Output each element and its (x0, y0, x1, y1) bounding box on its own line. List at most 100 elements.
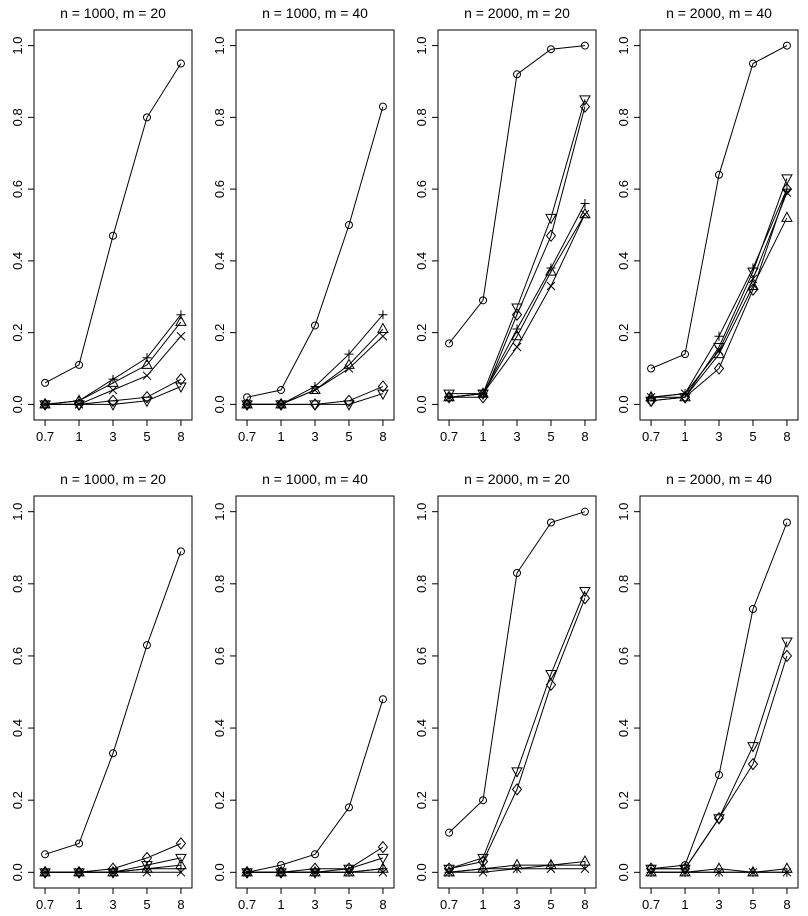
x-tick-label: 5 (345, 897, 352, 912)
data-point-plus (108, 374, 118, 384)
series-line (651, 192, 788, 398)
data-point-cross (378, 331, 388, 341)
data-point-cross (242, 867, 252, 877)
y-tick-label: 0.0 (212, 863, 227, 881)
y-tick-label: 0.0 (414, 863, 429, 881)
series-plus (646, 184, 792, 402)
series-triangle-down (645, 174, 793, 408)
data-point-cross (74, 867, 84, 877)
data-point-cross (714, 867, 724, 877)
data-point-diamond (377, 380, 389, 393)
y-tick-label: 0.4 (414, 252, 429, 270)
data-point-triangle-down (747, 742, 759, 753)
x-tick-label: 3 (311, 429, 318, 444)
data-point-triangle-down (141, 861, 153, 872)
data-point-cross (344, 364, 354, 373)
series-cross (40, 867, 186, 877)
data-point-cross (108, 385, 118, 395)
data-point-plus (748, 263, 758, 273)
series-triangle-up (241, 322, 389, 409)
panel-title: n = 1000, m = 20 (60, 471, 166, 487)
series-line (651, 655, 788, 870)
x-tick-label: 3 (715, 897, 722, 912)
y-tick-label: 0.6 (414, 647, 429, 665)
data-point-cross (344, 867, 354, 877)
series-circle (41, 59, 185, 387)
y-tick-label: 0.6 (10, 180, 25, 198)
series-cross (646, 188, 792, 402)
series-triangle-down (443, 587, 591, 876)
x-tick-label: 1 (681, 429, 688, 444)
data-point-circle (109, 231, 117, 240)
y-tick-label: 0.6 (616, 647, 631, 665)
series-triangle-down (443, 95, 591, 401)
series-cross (646, 867, 792, 877)
data-point-diamond (781, 182, 793, 196)
x-tick-label: 1 (277, 429, 284, 444)
plot-frame (437, 29, 597, 421)
y-tick-label: 1.0 (10, 37, 25, 55)
data-point-diamond (377, 840, 389, 854)
data-point-diamond (579, 100, 591, 113)
x-tick-label: 3 (715, 429, 722, 444)
y-tick-label: 0.0 (414, 395, 429, 413)
data-point-cross (444, 867, 454, 877)
x-tick-label: 5 (345, 429, 352, 444)
data-point-circle (513, 568, 521, 577)
data-point-triangle-down (579, 95, 591, 106)
x-tick-label: 1 (681, 897, 688, 912)
plot-frame (33, 29, 193, 421)
data-point-cross (512, 342, 522, 352)
series-circle (243, 102, 387, 402)
series-line (45, 386, 182, 405)
x-tick-label: 5 (547, 897, 554, 912)
series-circle (647, 41, 791, 373)
series-triangle-down (39, 382, 187, 411)
data-point-circle (479, 296, 488, 305)
y-tick-label: 0.0 (10, 395, 25, 413)
data-point-triangle-down (175, 853, 187, 865)
data-point-cross (646, 392, 656, 402)
panel-title: n = 2000, m = 40 (666, 5, 772, 21)
x-tick-label: 0.7 (440, 897, 458, 912)
data-point-circle (109, 749, 117, 758)
data-point-diamond (511, 308, 523, 321)
series-circle (41, 547, 185, 859)
data-point-cross (580, 209, 590, 219)
x-tick-label: 0.7 (642, 897, 660, 912)
x-tick-label: 8 (379, 429, 386, 444)
data-point-plus (512, 324, 522, 334)
series-diamond (443, 100, 591, 404)
series-line (45, 335, 182, 405)
x-tick-label: 1 (277, 897, 284, 912)
y-tick-label: 0.8 (616, 108, 631, 126)
panel-title: n = 2000, m = 40 (666, 471, 772, 487)
data-point-diamond (645, 394, 657, 408)
series-circle (445, 507, 589, 837)
y-tick-label: 0.4 (212, 719, 227, 737)
x-tick-label: 8 (581, 429, 588, 444)
data-point-triangle-down (377, 389, 389, 401)
series-line (246, 106, 384, 398)
series-line (448, 598, 586, 870)
data-point-diamond (579, 591, 591, 605)
x-tick-label: 3 (109, 897, 116, 912)
data-point-circle (479, 796, 488, 805)
x-tick-label: 8 (177, 429, 184, 444)
data-point-circle (782, 518, 791, 527)
data-point-circle (546, 518, 555, 527)
data-point-cross (276, 867, 286, 877)
data-point-circle (782, 41, 791, 50)
y-tick-label: 0.6 (212, 647, 227, 665)
y-tick-label: 0.8 (414, 575, 429, 593)
data-point-cross (444, 392, 454, 402)
data-point-triangle-down (343, 400, 355, 411)
series-cross (242, 331, 388, 409)
data-point-triangle-up (477, 387, 489, 398)
data-point-triangle-down (275, 400, 287, 411)
plot-frame (235, 29, 395, 421)
data-point-circle (344, 803, 353, 812)
series-plus (444, 198, 590, 402)
data-point-circle (277, 386, 286, 395)
data-point-diamond (343, 394, 355, 408)
